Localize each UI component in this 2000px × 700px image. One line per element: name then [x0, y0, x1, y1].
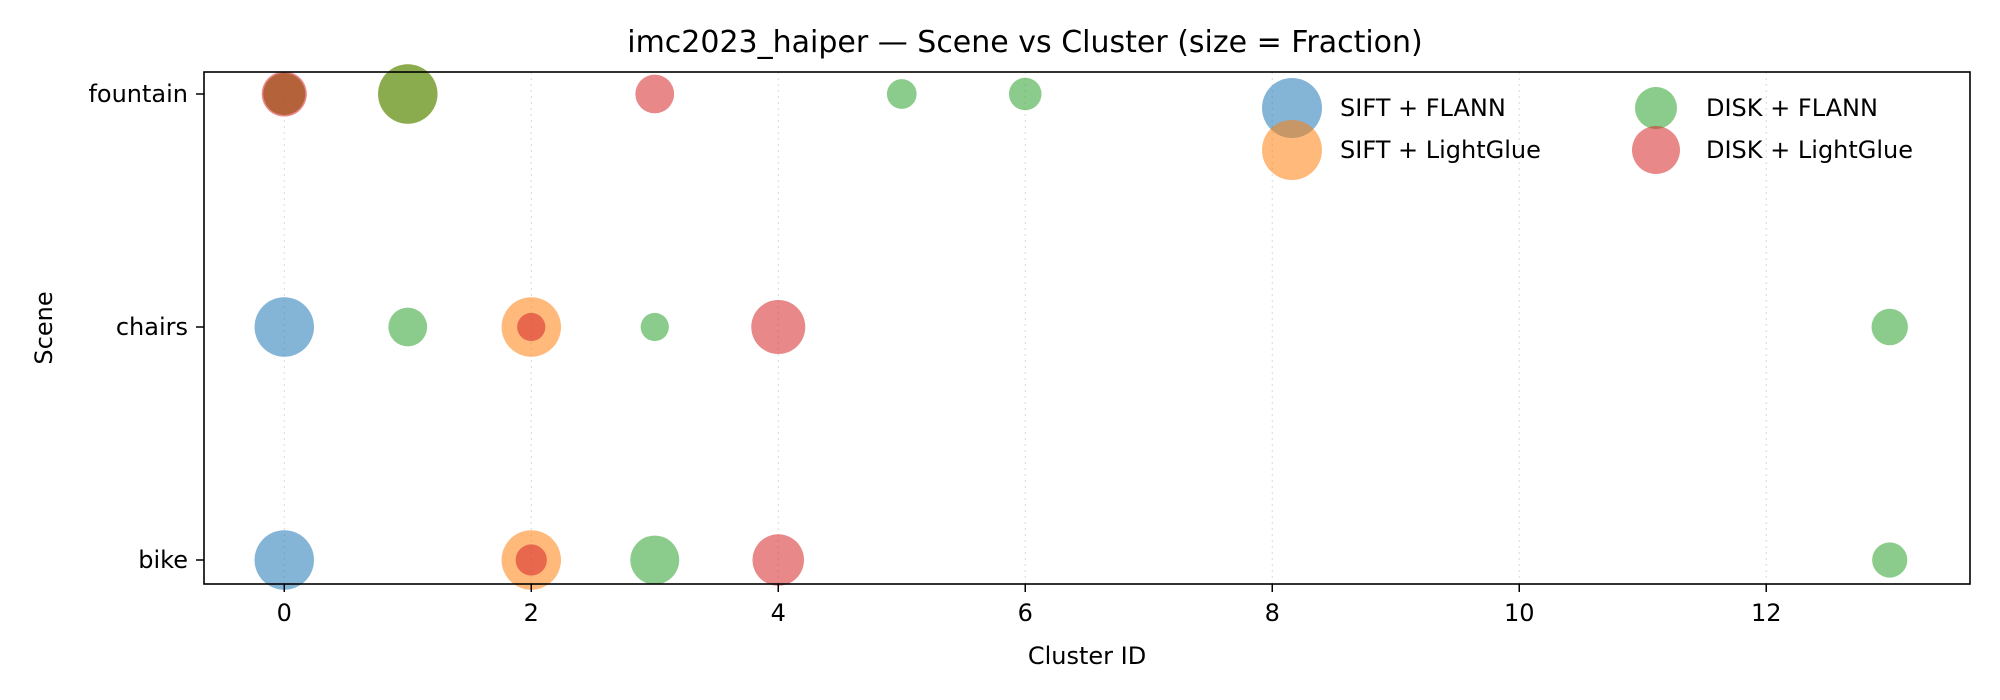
legend-label: SIFT + LightGlue — [1340, 136, 1541, 164]
legend-marker — [1635, 87, 1677, 129]
x-tick-label: 4 — [771, 599, 786, 627]
data-point-series-2 — [1871, 308, 1908, 346]
legend-label: SIFT + FLANN — [1340, 94, 1506, 122]
y-tick-label: fountain — [88, 80, 188, 108]
x-tick-label: 6 — [1018, 599, 1033, 627]
x-tick-label: 12 — [1751, 599, 1782, 627]
legend-marker — [1262, 120, 1322, 180]
legend-label: DISK + LightGlue — [1706, 136, 1913, 164]
data-point-series-3 — [751, 300, 806, 354]
legend-label: DISK + FLANN — [1706, 94, 1878, 122]
data-point-series-3 — [261, 71, 307, 117]
x-tick-label: 2 — [524, 599, 539, 627]
points-layer — [254, 64, 1908, 590]
chart-title: imc2023_haiper — Scene vs Cluster (size … — [627, 25, 1423, 60]
data-point-series-2 — [640, 312, 669, 342]
y-tick-label: chairs — [116, 313, 188, 341]
data-point-series-2 — [1008, 77, 1042, 111]
x-tick-label: 8 — [1265, 599, 1280, 627]
data-point-series-3 — [752, 534, 805, 586]
plot-frame — [203, 71, 1971, 585]
data-point-series-2 — [378, 64, 438, 124]
legend-marker — [1262, 78, 1322, 138]
data-point-series-2 — [886, 79, 917, 109]
data-point-series-0 — [254, 530, 314, 590]
data-point-series-2 — [1872, 542, 1908, 578]
grid-layer — [283, 72, 1767, 584]
data-point-series-3 — [515, 544, 547, 576]
data-point-series-2 — [630, 535, 680, 585]
y-axis-label: Scene — [30, 291, 58, 364]
x-tick-label: 10 — [1504, 599, 1535, 627]
data-point-series-0 — [254, 297, 314, 357]
data-point-series-3 — [517, 312, 546, 342]
x-axis-label: Cluster ID — [1028, 642, 1146, 670]
x-axis-ticks: 0 2 4 6 8 10 12 — [277, 584, 1782, 627]
data-point-series-3 — [635, 74, 675, 114]
legend: SIFT + FLANN SIFT + LightGlue DISK + FLANN… — [1262, 78, 1913, 180]
data-point-series-2 — [388, 307, 428, 347]
y-axis-ticks: bike chairs fountain — [88, 80, 204, 574]
y-tick-label: bike — [138, 546, 188, 574]
legend-marker — [1632, 126, 1680, 174]
x-tick-label: 0 — [277, 599, 292, 627]
